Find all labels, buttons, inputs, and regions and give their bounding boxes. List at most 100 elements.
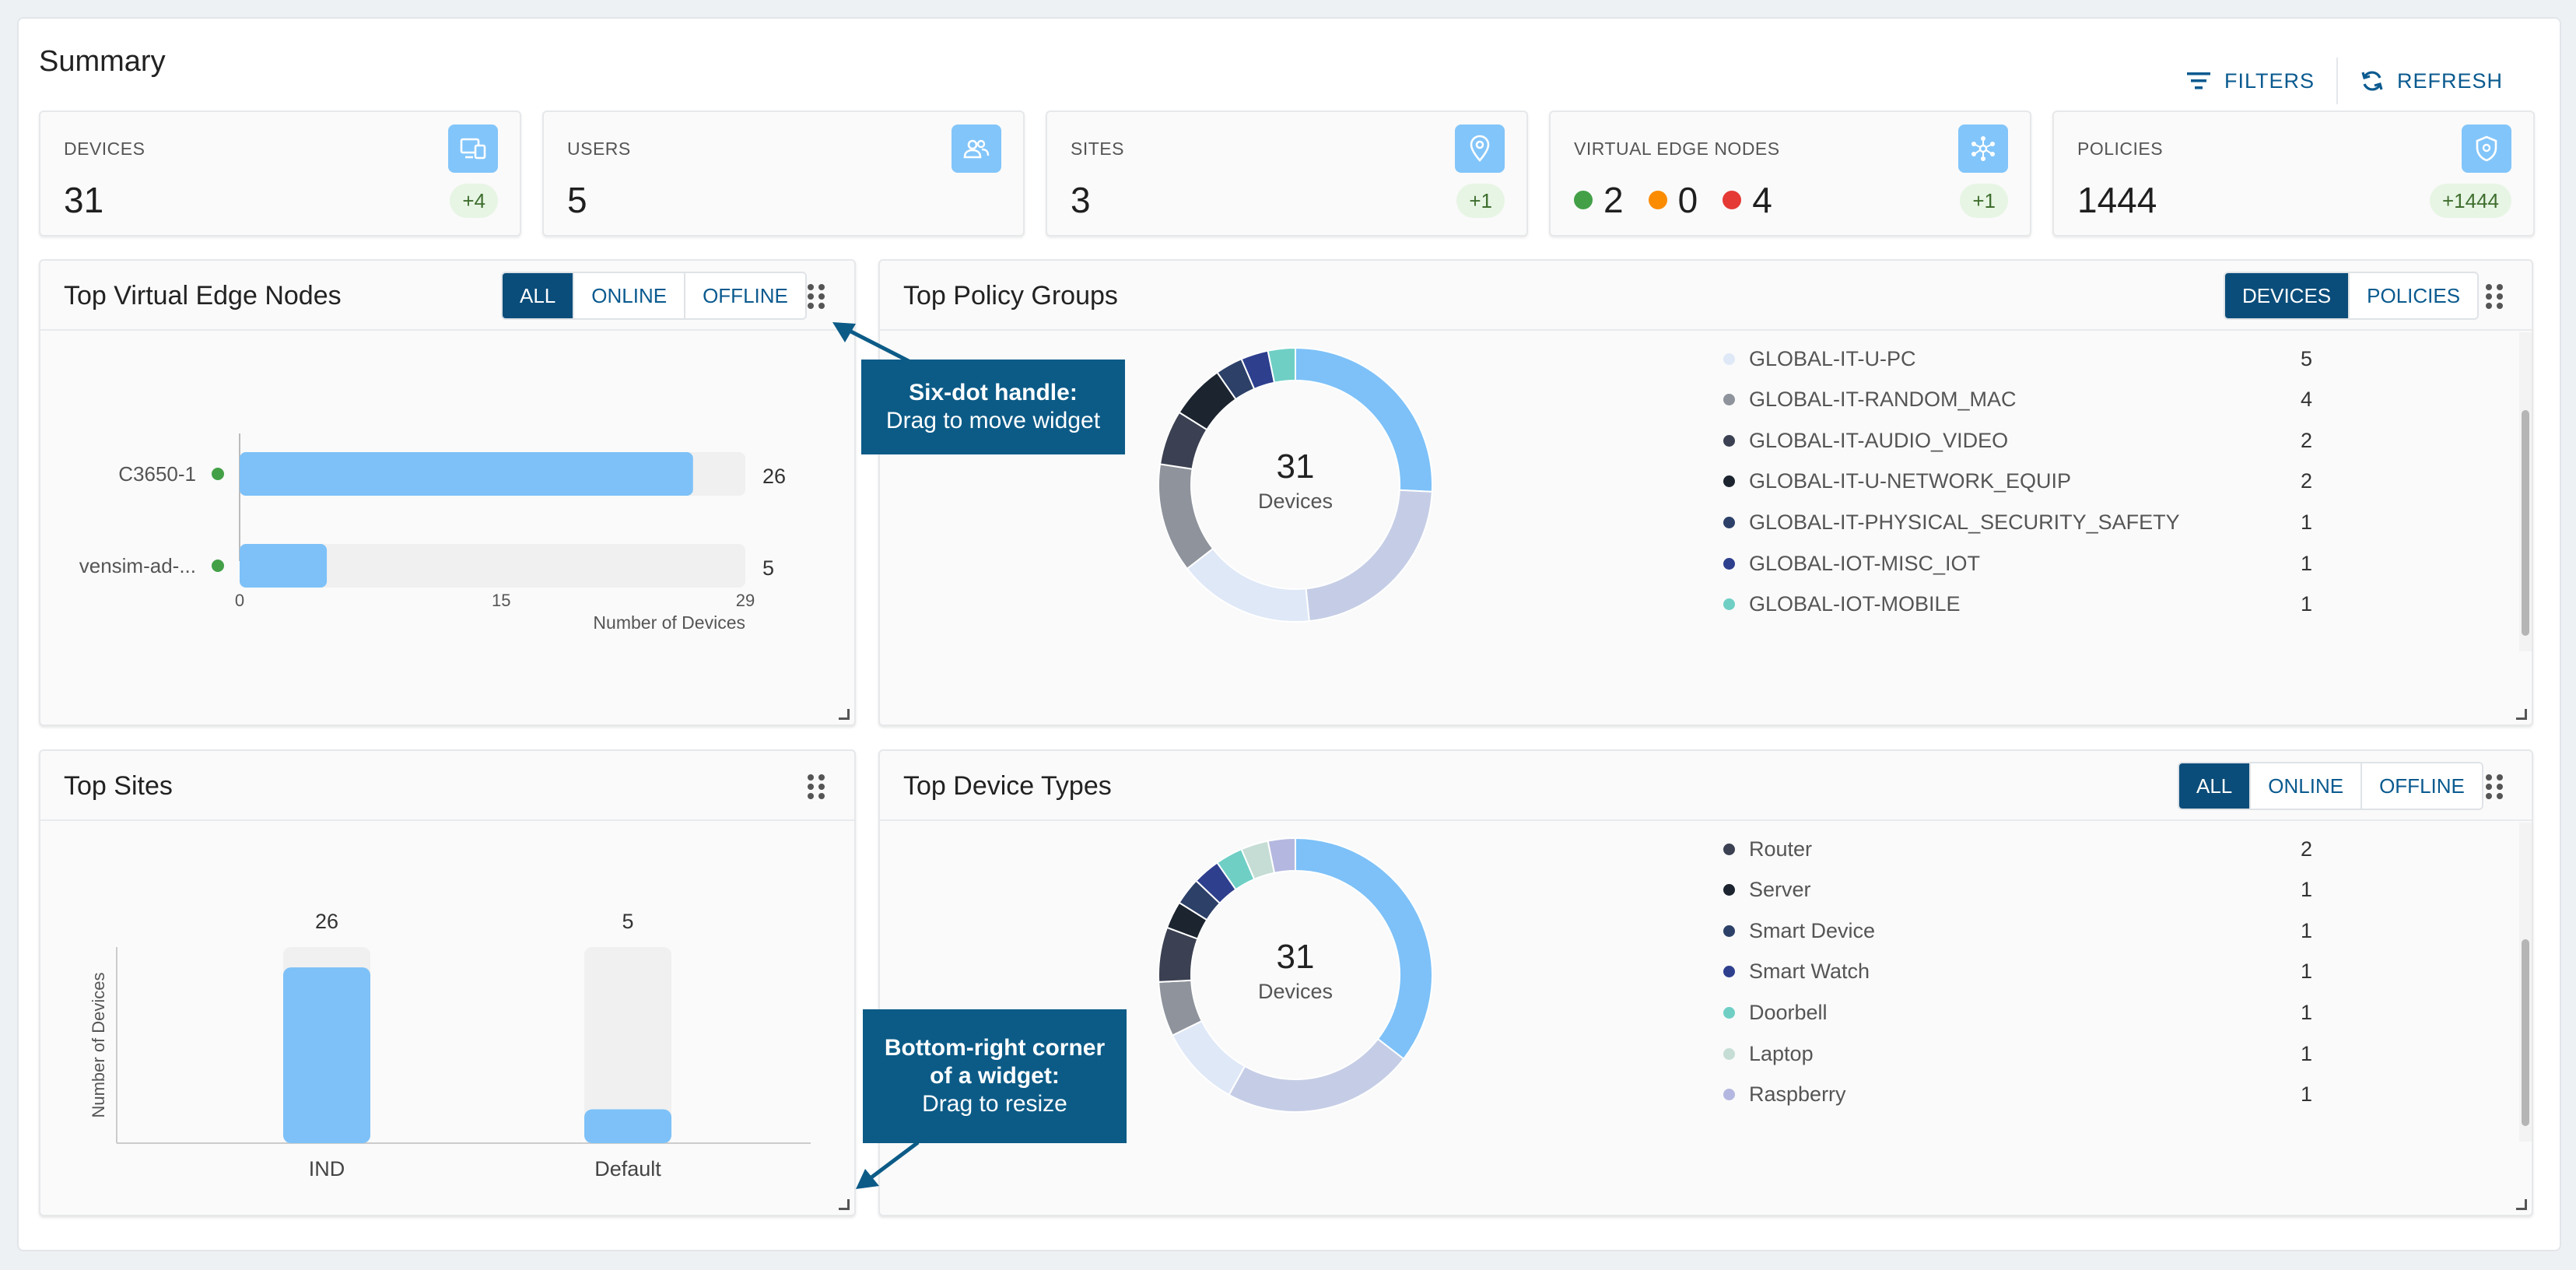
legend-value: 1	[2301, 510, 2313, 534]
stat-label: POLICIES	[2077, 139, 2164, 159]
legend-label: GLOBAL-IT-RANDOM_MAC	[1749, 388, 2017, 412]
drag-handle-icon[interactable]	[804, 282, 828, 310]
stat-card-virtual-edge-nodes[interactable]: VIRTUAL EDGE NODES 2 0 4 +1	[1549, 111, 2031, 237]
callout-text: Drag to move widget	[885, 408, 1101, 433]
scrollbar-thumb[interactable]	[2522, 939, 2529, 1126]
offline-count: 4	[1752, 180, 1772, 220]
toggle-offline[interactable]: OFFLINE	[684, 273, 805, 318]
stat-badge: +4	[450, 184, 498, 218]
bar	[283, 967, 370, 1143]
widget-top-virtual-edge-nodes: Top Virtual Edge Nodes ALL ONLINE OFFLIN…	[39, 259, 856, 726]
category-label: IND	[309, 1157, 345, 1181]
scrollbar-thumb[interactable]	[2522, 410, 2529, 636]
stat-label: DEVICES	[64, 139, 145, 159]
value-label: 5	[622, 910, 633, 933]
location-pin-icon	[1455, 125, 1505, 173]
stat-card-policies[interactable]: POLICIES 1444 +1444	[2052, 111, 2535, 237]
toggle-offline[interactable]: OFFLINE	[2360, 763, 2482, 809]
legend-item[interactable]: GLOBAL-IT-RANDOM_MAC 4	[1723, 384, 2346, 416]
widget-header: Top Sites	[40, 751, 854, 821]
legend-item[interactable]: GLOBAL-IT-U-PC 5	[1723, 343, 2346, 374]
shield-icon	[2462, 125, 2511, 173]
legend-item[interactable]: Laptop 1	[1723, 1038, 2346, 1069]
donut-center-value: 31	[1276, 447, 1315, 486]
legend-color-dot	[1723, 516, 1735, 528]
legend-label: GLOBAL-IT-U-NETWORK_EQUIP	[1749, 469, 2072, 493]
drag-handle-icon[interactable]	[804, 773, 828, 801]
legend-item[interactable]: Router 2	[1723, 833, 2346, 865]
legend-value: 1	[2301, 1000, 2313, 1024]
metric-toggle: DEVICES POLICIES	[2224, 272, 2480, 320]
legend-label: GLOBAL-IT-AUDIO_VIDEO	[1749, 428, 2009, 452]
donut-slice	[1186, 547, 1310, 623]
widget-top-sites: Top Sites 26 IND 5 Default Number of Devices	[39, 749, 856, 1216]
widget-header: Top Policy Groups DEVICES POLICIES	[880, 261, 2532, 331]
legend-value: 1	[2301, 551, 2313, 575]
legend-value: 5	[2301, 346, 2313, 370]
warning-count: 0	[1677, 180, 1698, 220]
legend-label: Router	[1749, 837, 1813, 861]
drag-handle-icon[interactable]	[2483, 282, 2506, 310]
legend-item[interactable]: Doorbell 1	[1723, 997, 2346, 1028]
toggle-devices[interactable]: DEVICES	[2225, 273, 2349, 318]
legend-color-dot	[1723, 434, 1735, 447]
legend-value: 1	[2301, 1041, 2313, 1065]
stat-value: 5	[567, 180, 587, 220]
resize-handle[interactable]	[839, 709, 850, 720]
scrollbar[interactable]	[2519, 823, 2532, 1142]
network-nodes-icon	[1958, 125, 2008, 173]
toggle-all[interactable]: ALL	[2179, 763, 2250, 809]
legend-item[interactable]: GLOBAL-IT-AUDIO_VIDEO 2	[1723, 425, 2346, 456]
stat-label: SITES	[1071, 139, 1124, 159]
status-filter-toggle: ALL ONLINE OFFLINE	[2178, 762, 2483, 810]
legend-color-dot	[1723, 353, 1735, 365]
scrollbar[interactable]	[2519, 332, 2532, 651]
legend-item[interactable]: GLOBAL-IOT-MOBILE 1	[1723, 589, 2346, 620]
bar	[240, 452, 693, 496]
legend-item[interactable]: Server 1	[1723, 875, 2346, 906]
stat-label: USERS	[567, 139, 631, 159]
legend-value: 2	[2301, 428, 2313, 452]
toggle-online[interactable]: ONLINE	[2249, 763, 2361, 809]
legend-item[interactable]: Smart Device 1	[1723, 915, 2346, 946]
filters-button[interactable]: FILTERS	[2173, 61, 2327, 101]
warning-status-dot	[1648, 191, 1667, 209]
legend-label: Server	[1749, 878, 1811, 902]
legend-label: GLOBAL-IT-PHYSICAL_SECURITY_SAFETY	[1749, 510, 2180, 534]
stat-label: VIRTUAL EDGE NODES	[1574, 139, 1780, 159]
toggle-policies[interactable]: POLICIES	[2348, 273, 2478, 318]
category-label: vensim-ad-...	[79, 554, 196, 577]
toggle-all[interactable]: ALL	[503, 273, 573, 318]
legend-item[interactable]: GLOBAL-IOT-MISC_IOT 1	[1723, 548, 2346, 579]
resize-handle[interactable]	[839, 1199, 850, 1210]
legend-value: 1	[2301, 1082, 2313, 1107]
stat-card-sites[interactable]: SITES 3 +1	[1046, 111, 1528, 237]
widget-title: Top Sites	[64, 771, 173, 801]
stat-badge: +1	[1960, 184, 2008, 218]
refresh-label: REFRESH	[2396, 68, 2503, 93]
legend-value: 2	[2301, 469, 2313, 493]
devices-icon	[448, 125, 498, 173]
bar-track	[584, 947, 671, 1143]
stat-card-devices[interactable]: DEVICES 31 +4	[39, 111, 521, 237]
drag-handle-icon[interactable]	[2483, 773, 2506, 801]
legend-item[interactable]: Smart Watch 1	[1723, 956, 2346, 988]
legend-color-dot	[1723, 924, 1735, 937]
bar	[240, 544, 328, 588]
widget-header: Top Device Types ALL ONLINE OFFLINE	[880, 751, 2532, 821]
refresh-button[interactable]: REFRESH	[2347, 61, 2515, 101]
widget-title: Top Device Types	[903, 771, 1112, 801]
legend-item[interactable]: GLOBAL-IT-U-NETWORK_EQUIP 2	[1723, 466, 2346, 497]
legend-item[interactable]: GLOBAL-IT-PHYSICAL_SECURITY_SAFETY 1	[1723, 507, 2346, 538]
resize-handle[interactable]	[2516, 1199, 2527, 1210]
value-label: 26	[315, 910, 338, 933]
stat-card-users[interactable]: USERS 5	[542, 111, 1025, 237]
toggle-online[interactable]: ONLINE	[573, 273, 685, 318]
stat-value: 3	[1071, 180, 1091, 220]
value-label: 26	[762, 465, 786, 488]
bar-track	[240, 544, 745, 588]
status-dot	[212, 560, 224, 572]
callout-title: Bottom-right corner	[884, 1035, 1106, 1061]
legend-item[interactable]: Raspberry 1	[1723, 1079, 2346, 1110]
resize-handle[interactable]	[2516, 709, 2527, 720]
